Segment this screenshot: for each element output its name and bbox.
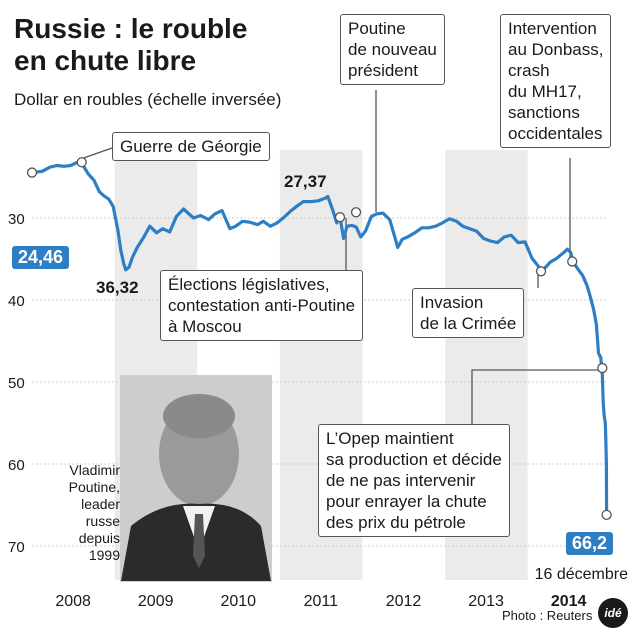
photo-credit: Photo : Reuters	[502, 608, 593, 623]
x-tick-label: 2008	[55, 593, 91, 610]
event-marker	[601, 509, 612, 520]
annotation-line: pour enrayer la chute	[326, 492, 487, 511]
annotation-line: à Moscou	[168, 317, 242, 336]
annotation-line: de ne pas intervenir	[326, 471, 476, 490]
caption-line: 1999	[88, 547, 120, 563]
x-tick-label: 2012	[386, 593, 422, 610]
annotation-line: du MH17,	[508, 82, 582, 101]
annotation-line: président	[348, 61, 418, 80]
annotation-line: Élections législatives,	[168, 275, 330, 294]
event-marker	[597, 362, 608, 374]
caption-line: russe	[85, 513, 120, 529]
data-label-start-value: 24,46	[12, 246, 70, 269]
annotation-line: L’Opep maintient	[326, 429, 454, 448]
event-marker	[26, 167, 38, 178]
chart-title-line-2: en chute libre	[14, 45, 197, 76]
event-marker	[567, 256, 578, 267]
annotation-connector	[471, 369, 598, 424]
data-label-end-value: 66,2	[566, 532, 614, 555]
x-tick-label: 2014	[551, 593, 587, 610]
annotation-line: de la Crimée	[420, 314, 517, 333]
annotation-line: de nouveau	[348, 40, 437, 59]
portrait-silhouette-icon	[121, 376, 271, 581]
y-tick-label: 70	[8, 539, 25, 556]
x-tick-label: 2011	[304, 593, 339, 610]
annotation-donbass: Intervention au Donbass, crash du MH17, …	[500, 14, 612, 148]
annotation-line: Poutine	[348, 19, 406, 38]
caption-line: leader	[81, 496, 120, 512]
annotation-elections: Élections législatives, contestation ant…	[160, 270, 364, 341]
annotation-line: crash	[508, 61, 550, 80]
annotation-line: sanctions	[508, 103, 580, 122]
end-date-label: 16 décembre	[534, 566, 628, 583]
event-marker	[334, 212, 346, 223]
annotation-line: contestation anti-Poutine	[168, 296, 356, 315]
annotation-georgia: Guerre de Géorgie	[112, 132, 270, 161]
y-tick-label: 30	[8, 211, 25, 228]
event-marker	[535, 266, 547, 277]
data-label-high-2011: 27,37	[284, 172, 327, 191]
event-marker	[76, 157, 87, 168]
annotation-line: occidentales	[508, 124, 603, 143]
publisher-logo-icon: idé	[598, 598, 628, 628]
photo-caption: Vladimir Poutine, leader russe depuis 19…	[30, 462, 120, 564]
event-marker	[350, 207, 362, 218]
y-tick-label: 40	[8, 293, 25, 310]
series-line	[30, 160, 609, 517]
caption-line: depuis	[78, 530, 120, 546]
annotation-line: au Donbass,	[508, 40, 604, 59]
caption-line: Poutine,	[68, 479, 120, 495]
annotation-putin-president: Poutine de nouveau président	[340, 14, 445, 85]
portrait-photo	[120, 375, 272, 582]
annotation-line: sa production et décide	[326, 450, 502, 469]
annotation-line: Intervention	[508, 19, 597, 38]
y-tick-label: 60	[8, 457, 25, 474]
chart-subtitle: Dollar en roubles (échelle inversée)	[14, 90, 282, 109]
x-tick-label: 2009	[138, 593, 174, 610]
x-tick-label: 2010	[220, 593, 256, 610]
caption-line: Vladimir	[69, 462, 120, 478]
annotation-line: Guerre de Géorgie	[120, 137, 262, 156]
annotation-opec: L’Opep maintient sa production et décide…	[318, 424, 510, 537]
y-tick-label: 50	[8, 375, 25, 392]
data-label-low-2009: 36,32	[96, 278, 139, 297]
x-tick-label: 2013	[468, 593, 504, 610]
annotation-line: Invasion	[420, 293, 484, 312]
annotation-crimea: Invasion de la Crimée	[412, 288, 525, 338]
annotation-line: des prix du pétrole	[326, 513, 466, 532]
chart-title-line-1: Russie : le rouble	[14, 13, 248, 44]
